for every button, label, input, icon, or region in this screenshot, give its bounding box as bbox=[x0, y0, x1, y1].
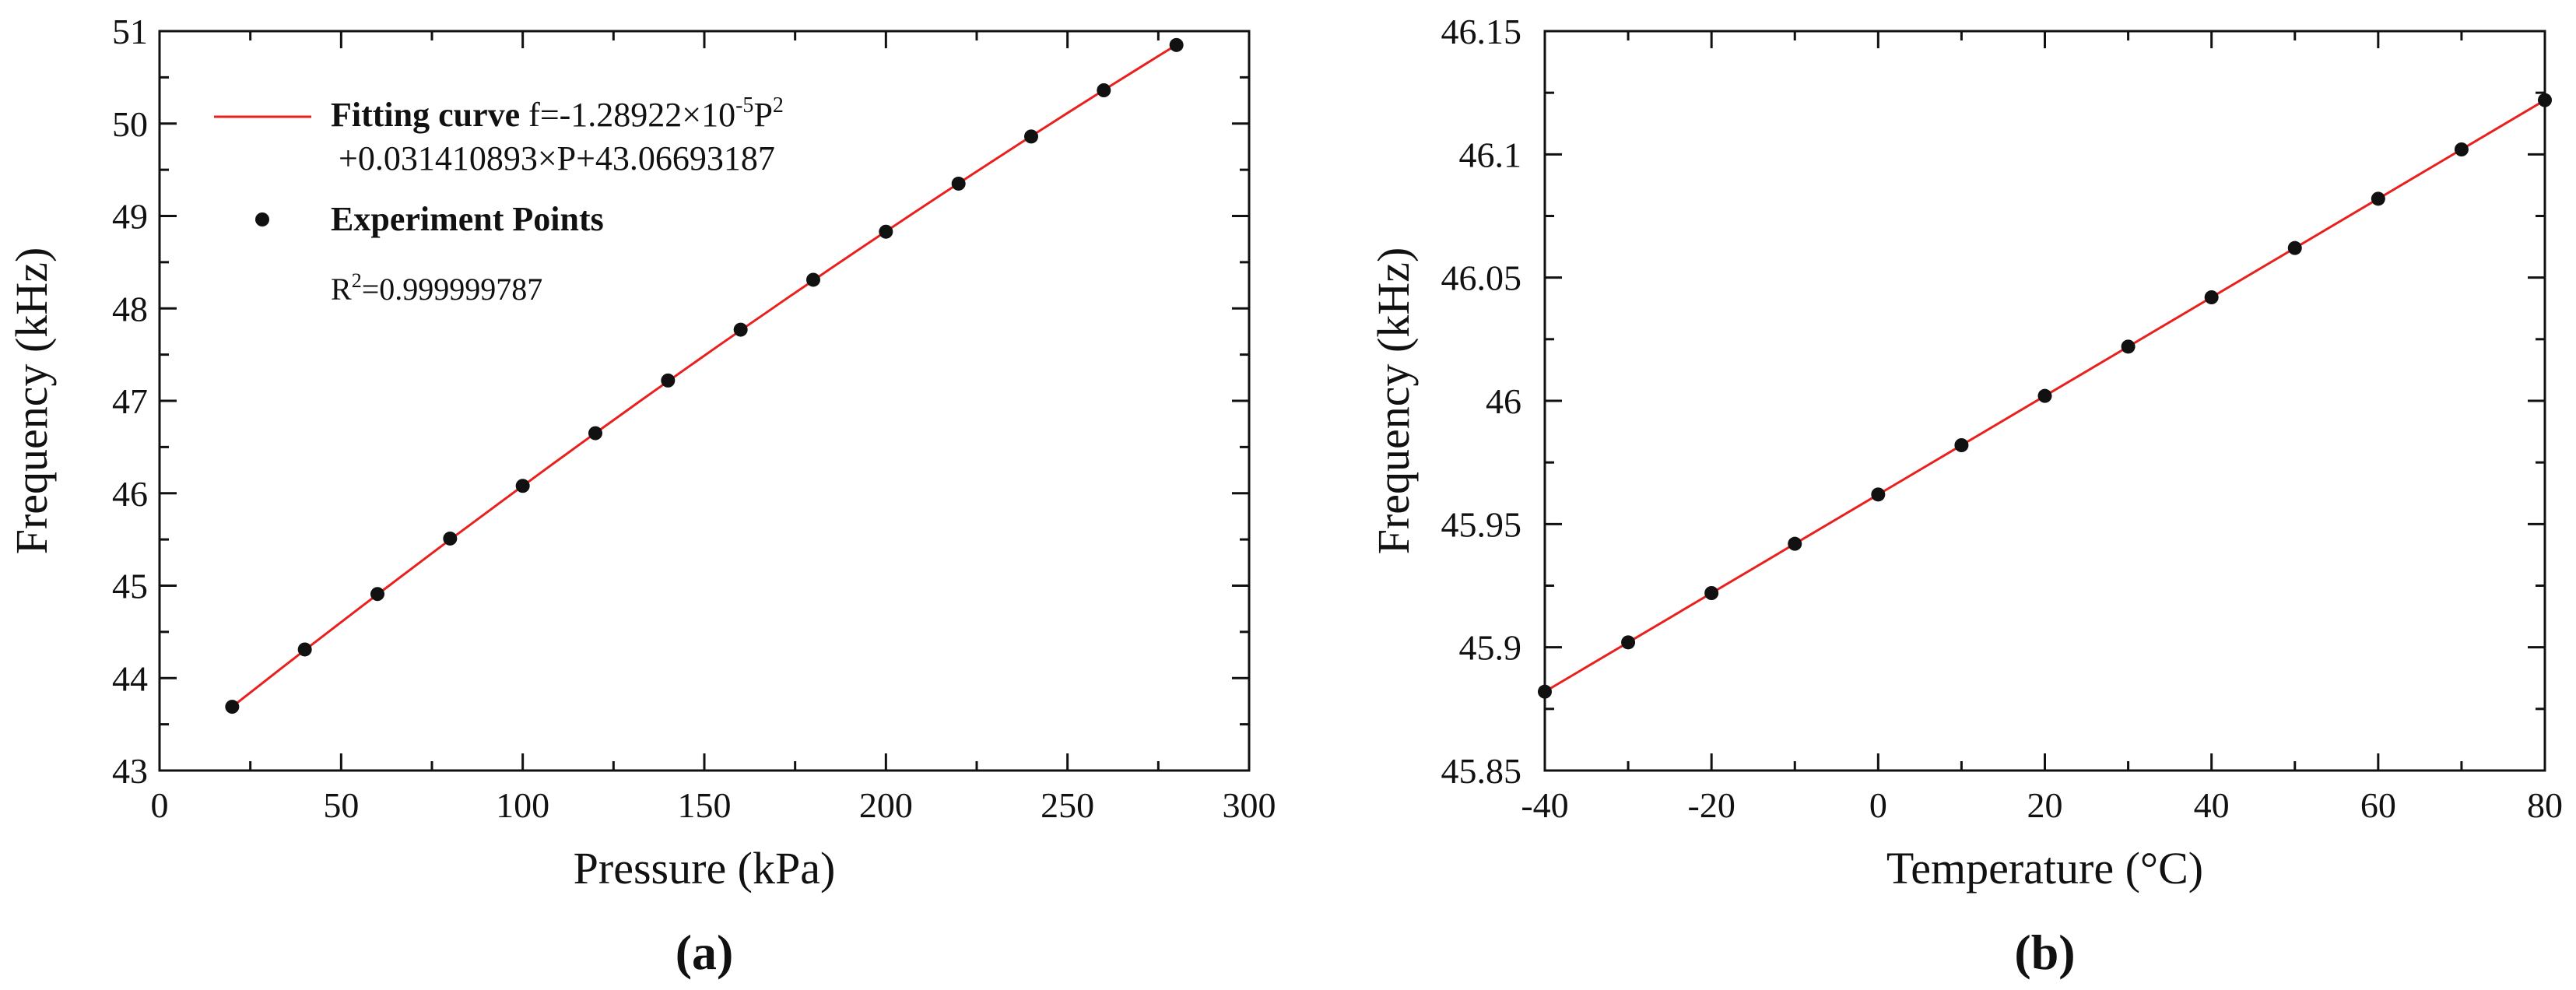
x-axis-label: Temperature (°C) bbox=[1886, 843, 2203, 893]
y-tick-label: 45.85 bbox=[1441, 751, 1522, 791]
y-tick-label: 49 bbox=[112, 197, 148, 237]
data-point bbox=[2538, 93, 2552, 107]
data-point bbox=[2287, 240, 2302, 255]
panel-a: 0 50 100 150 200 250 300 43 44 45 46 47 48 49 50 51 Pres… bbox=[6, 12, 1276, 980]
y-tick-label: 43 bbox=[112, 751, 148, 791]
data-point bbox=[2204, 290, 2219, 304]
x-axis-label: Pressure (kPa) bbox=[574, 843, 836, 893]
y-axis-label: Frequency (kHz) bbox=[1368, 248, 1419, 555]
y-tick-label: 44 bbox=[112, 658, 148, 698]
legend-fit-equation-line2: +0.031410893×P+43.06693187 bbox=[339, 139, 775, 177]
data-point bbox=[443, 531, 458, 546]
y-tick-label: 46 bbox=[112, 474, 148, 514]
data-point bbox=[588, 426, 602, 441]
x-tick-label: 250 bbox=[1041, 785, 1094, 825]
y-tick-label: 45 bbox=[112, 567, 148, 606]
legend: Fitting curve f=-1.28922×10-5P2 +0.031410… bbox=[214, 93, 784, 307]
x-tick-label: 0 bbox=[1869, 785, 1887, 825]
data-point bbox=[1788, 536, 1802, 551]
fit-line bbox=[231, 44, 1177, 708]
data-point bbox=[370, 587, 384, 602]
data-point bbox=[1024, 129, 1038, 144]
y-tick-label: 47 bbox=[112, 381, 148, 421]
data-point bbox=[806, 272, 820, 287]
data-point bbox=[2121, 339, 2136, 354]
data-point bbox=[1621, 635, 1636, 650]
x-tick-label: 20 bbox=[2027, 785, 2063, 825]
y-tick-label: 46 bbox=[1486, 381, 1521, 421]
data-point bbox=[225, 700, 240, 714]
legend-points-label: Experiment Points bbox=[331, 200, 604, 238]
legend-fit-label: Fitting curve f=-1.28922×10-5P2 bbox=[331, 93, 784, 134]
data-point bbox=[2454, 142, 2469, 156]
data-point bbox=[1538, 684, 1552, 699]
data-point bbox=[2371, 191, 2385, 206]
data-point bbox=[1169, 37, 1184, 52]
x-tick-label: 200 bbox=[859, 785, 913, 825]
data-point bbox=[661, 373, 676, 388]
y-tick-label: 48 bbox=[112, 289, 148, 328]
x-tick-label: 150 bbox=[678, 785, 732, 825]
panel-b: -40 -20 0 20 40 60 80 45.85 45.9 45.95 46 46.05 46.1… bbox=[1368, 12, 2563, 980]
y-tick-label: 45.9 bbox=[1459, 628, 1522, 668]
x-tick-label: 50 bbox=[323, 785, 359, 825]
y-tick-label: 45.95 bbox=[1441, 504, 1522, 544]
y-tick-label: 50 bbox=[112, 104, 148, 144]
panel-label: (a) bbox=[676, 925, 734, 980]
data-point bbox=[1097, 83, 1111, 97]
x-tick-label: 60 bbox=[2360, 785, 2396, 825]
panel-label: (b) bbox=[2014, 925, 2075, 980]
data-point bbox=[879, 224, 893, 239]
y-tick-label: 46.05 bbox=[1441, 258, 1522, 298]
x-tick-label: -20 bbox=[1688, 785, 1735, 825]
x-tick-label: 80 bbox=[2527, 785, 2563, 825]
data-point bbox=[733, 322, 748, 337]
x-tick-label: 100 bbox=[496, 785, 549, 825]
data-point bbox=[2037, 388, 2052, 403]
x-tick-label: -40 bbox=[1521, 785, 1568, 825]
y-tick-label: 46.15 bbox=[1441, 12, 1522, 51]
x-tick-label: 300 bbox=[1223, 785, 1276, 825]
x-tick-label: 0 bbox=[151, 785, 169, 825]
data-point bbox=[297, 642, 312, 657]
y-tick-label: 46.1 bbox=[1459, 135, 1522, 174]
legend-r2: R2=0.999999787 bbox=[331, 269, 542, 307]
data-point bbox=[1871, 487, 1886, 502]
data-point bbox=[1704, 586, 1719, 600]
y-axis-label: Frequency (kHz) bbox=[6, 248, 57, 555]
x-tick-label: 40 bbox=[2194, 785, 2230, 825]
y-tick-label: 51 bbox=[112, 12, 148, 51]
data-point bbox=[515, 479, 530, 493]
data-point bbox=[951, 176, 966, 191]
legend-points-marker bbox=[255, 212, 269, 226]
data-point bbox=[1954, 438, 1969, 452]
